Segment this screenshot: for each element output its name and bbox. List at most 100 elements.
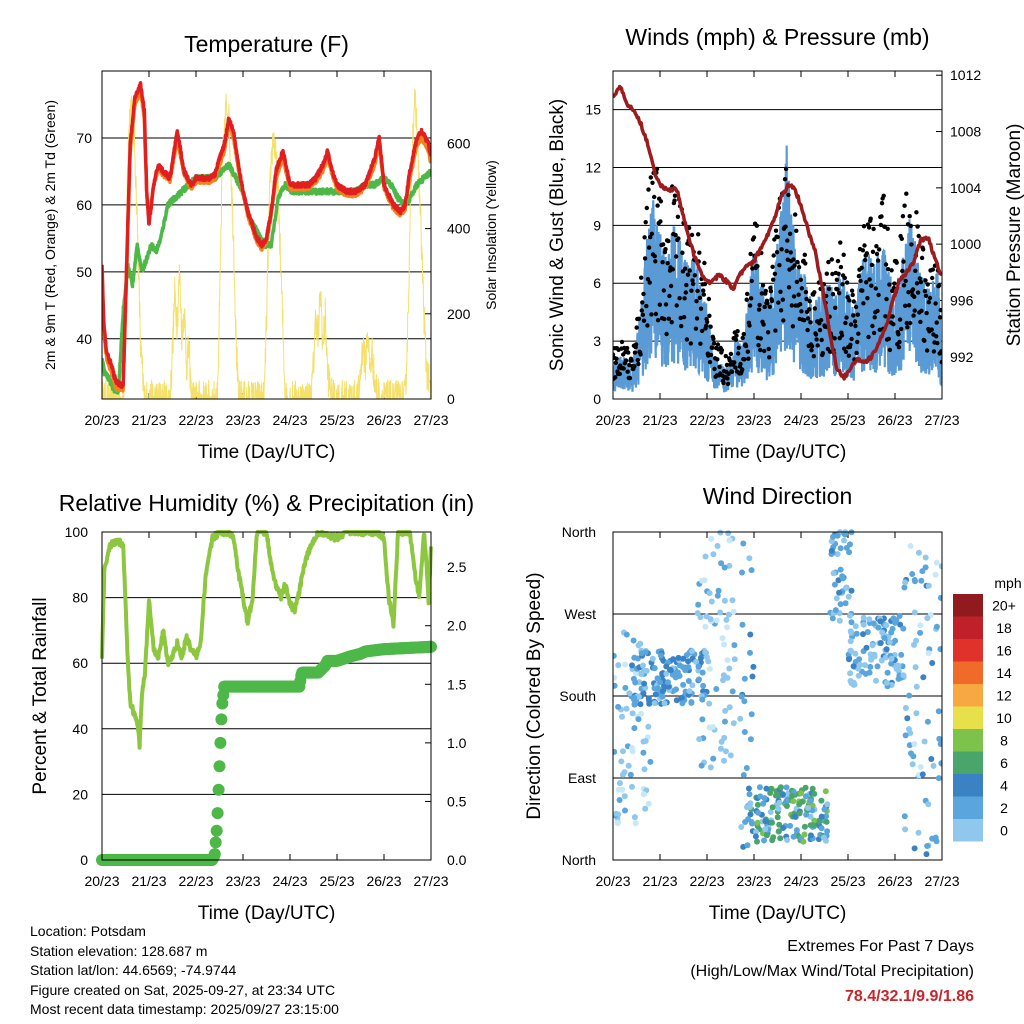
precip-point [215, 713, 228, 726]
wind-gust-point [666, 238, 671, 244]
wind-gust-point [640, 312, 646, 317]
speed-legend-swatch [953, 684, 983, 707]
humidity-ytick-label: 0 [80, 852, 88, 868]
winds-rtick-label: 992 [950, 349, 974, 365]
direction-point [622, 684, 629, 691]
speed-legend-label: 6 [1000, 755, 1008, 771]
wind-gust-point [915, 290, 921, 295]
direction-point [726, 704, 733, 711]
wind-gust-point [790, 324, 796, 329]
direction-point [702, 623, 709, 630]
direction-point [763, 785, 770, 792]
direction-point [642, 805, 649, 812]
wind-gust-point [923, 278, 928, 283]
direction-point [902, 732, 909, 739]
direction-point [862, 662, 869, 669]
wind-gust-point [896, 345, 902, 350]
humidity-ytick-label: 80 [72, 590, 88, 606]
direction-point [696, 736, 703, 743]
wind-gust-point [869, 262, 875, 268]
direction-point [613, 682, 618, 689]
wind-gust-point [683, 290, 688, 295]
wind-gust-point [915, 224, 920, 229]
direction-point [613, 674, 618, 681]
wind-gust-point [761, 322, 766, 327]
wind-gust-point [624, 345, 630, 351]
wind-gust-point [906, 303, 912, 308]
speed-legend-swatch [953, 751, 983, 774]
direction-point [632, 820, 639, 827]
wind-gust-point [864, 280, 869, 285]
direction-point [622, 661, 629, 668]
speed-legend-label: 14 [996, 665, 1012, 681]
direction-point [883, 622, 890, 629]
direction-point [915, 549, 922, 556]
temperature-xtick-label: 24/23 [272, 412, 307, 428]
direction-point [689, 648, 695, 655]
direction-point [809, 785, 816, 792]
direction-point [727, 752, 734, 759]
direction-point [856, 656, 863, 663]
wind-gust-point [930, 275, 935, 281]
wind-gust-point [715, 342, 721, 347]
direction-point [932, 571, 939, 578]
wind-gust-point [728, 351, 734, 357]
wind-gust-point [655, 203, 660, 208]
wind-gust-point [660, 260, 665, 265]
direction-point [850, 663, 857, 670]
direction-point [717, 609, 724, 616]
wind-gust-point [837, 291, 842, 296]
direction-point [679, 664, 686, 671]
wind-gust-point [639, 275, 644, 280]
wind-gust-point [865, 296, 870, 301]
winds-ytick-label: 12 [585, 159, 601, 175]
wind-gust-point [841, 252, 846, 257]
station-latlon: Station lat/lon: 44.6569; -74.9744 [30, 962, 237, 978]
wind-gust-point [793, 212, 798, 217]
direction-point [718, 738, 725, 745]
direction-point [911, 845, 918, 852]
direction-point [626, 690, 633, 697]
wind-gust-point [843, 349, 849, 354]
wind-gust-point [883, 314, 888, 319]
wind-gust-point [856, 331, 861, 336]
direction-point [787, 822, 794, 829]
direction-point [842, 600, 849, 607]
humidity-xtick-label: 22/23 [178, 873, 213, 889]
direction-point [790, 833, 797, 840]
direction-point [665, 683, 672, 690]
direction-point [925, 650, 932, 657]
wind-gust-point [937, 315, 942, 320]
wind-gust-point [891, 322, 896, 327]
temperature-ylabel-right: Solar Insolation (Yellow) [483, 160, 499, 310]
wind-gust-point [899, 326, 904, 332]
station-info: Location: Potsdam Station elevation: 128… [30, 922, 339, 1020]
direction-point [640, 662, 646, 669]
direction-point [830, 533, 836, 540]
direction-point [866, 616, 873, 623]
humidity-frame [101, 531, 432, 861]
wind-gust-point [662, 316, 667, 322]
direction-point [896, 613, 903, 619]
wind-gust-point [936, 283, 942, 288]
humidity-xtick-label: 25/23 [319, 873, 354, 889]
wind-gust-point [649, 231, 655, 236]
wind-gust-point [861, 301, 866, 306]
wind-gust-point [931, 349, 937, 354]
winds-ytick-label: 9 [593, 217, 601, 233]
temperature-xtick-label: 20/23 [84, 412, 119, 428]
wind-gust-point [785, 238, 790, 243]
speed-legend-swatch [953, 706, 983, 729]
wind-gust-point [747, 323, 752, 328]
direction-point [774, 814, 781, 821]
extremes-subtitle: (High/Low/Max Wind/Total Precipitation) [690, 963, 974, 980]
direction-point [631, 694, 638, 701]
wind-gust-point [839, 333, 845, 338]
wind-gust-point [796, 292, 801, 297]
winds-ytick-label: 6 [593, 275, 601, 291]
direction-point [717, 529, 724, 536]
wind-gust-point [795, 259, 800, 265]
direction-point [693, 658, 700, 665]
wind-gust-point [663, 302, 669, 307]
wind-gust-point [719, 348, 725, 353]
